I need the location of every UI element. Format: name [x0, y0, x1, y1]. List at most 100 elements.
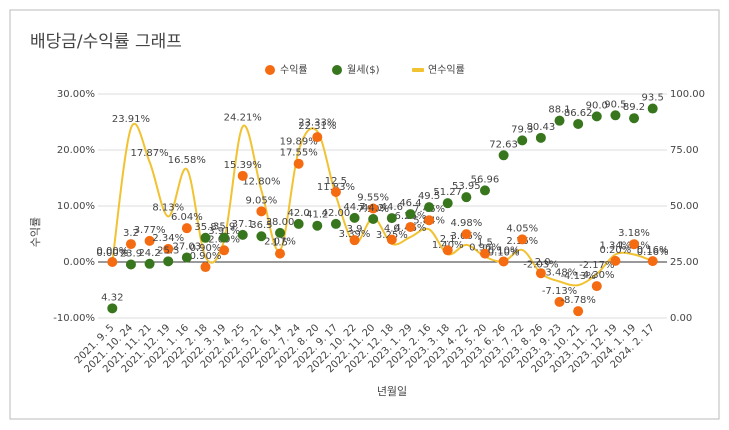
data-label: 44.6 — [381, 202, 403, 213]
data-label: 2.34% — [152, 233, 184, 244]
point — [368, 203, 379, 214]
data-label: 19.89% — [280, 137, 318, 148]
data-label: 93.5 — [642, 93, 664, 104]
data-label: 44.7 — [343, 202, 365, 213]
data-label: 3.2 — [123, 228, 139, 239]
y2-tick-label: 100.00 — [670, 89, 705, 100]
data-label: 35.8 — [194, 222, 216, 233]
legend-label: 수익률 — [280, 64, 308, 76]
series-line — [111, 122, 654, 287]
data-label: 46.4 — [399, 198, 421, 209]
data-label: 56.96 — [471, 174, 500, 185]
card — [9, 9, 720, 420]
point — [554, 296, 565, 307]
data-label: 3.18% — [618, 228, 650, 239]
point — [573, 306, 584, 317]
data-label: 38.00 — [266, 217, 295, 228]
data-label: 89.2 — [623, 102, 645, 113]
data-label: 42.00 — [322, 208, 351, 219]
data-label: 0.20% — [600, 245, 632, 256]
data-label: 9.55% — [357, 193, 389, 204]
point — [163, 256, 174, 267]
data-label: 41.2 — [306, 210, 328, 221]
legend-label: 연수익률 — [428, 64, 465, 76]
point — [125, 259, 136, 270]
point — [629, 113, 640, 124]
legend-swatch — [265, 65, 275, 75]
data-label: 3.91% — [208, 226, 240, 237]
point — [125, 239, 136, 250]
data-label: 72.63 — [489, 139, 518, 150]
data-label: 23.91% — [112, 114, 150, 125]
data-label: -2.17% — [579, 260, 614, 271]
point — [461, 229, 472, 240]
data-label: 0.10% — [488, 245, 520, 256]
data-label: 53.95 — [452, 181, 481, 192]
y-tick-label: 20.00% — [57, 145, 95, 156]
data-label: 2.1 — [440, 234, 456, 245]
data-label: 0.90% — [190, 243, 222, 254]
point — [237, 170, 248, 181]
point — [275, 248, 286, 259]
data-label: 3.9 — [347, 224, 363, 235]
data-label: -7.13% — [542, 286, 577, 297]
point — [479, 248, 490, 259]
point — [275, 227, 286, 238]
point — [181, 252, 192, 263]
point — [479, 185, 490, 196]
data-label: 0.16% — [637, 245, 669, 256]
data-label: 1.34% — [600, 240, 632, 251]
data-label: -8.78% — [560, 295, 595, 306]
legend-swatch — [412, 68, 424, 72]
point — [368, 213, 379, 224]
point — [330, 218, 341, 229]
data-label: 4.05% — [506, 223, 538, 234]
data-label: 37.1 — [232, 219, 254, 230]
legend-label: 월세($) — [347, 64, 380, 76]
y-tick-label: -10.00% — [53, 313, 95, 324]
point — [610, 255, 621, 266]
data-label: 80.43 — [527, 122, 556, 133]
point — [535, 132, 546, 143]
data-label: 15.39% — [224, 160, 262, 171]
x-axis-title: 년월일 — [377, 384, 407, 398]
y2-tick-label: 0.00 — [670, 313, 692, 324]
data-label: 4.0 — [384, 224, 400, 235]
data-label: 42.0 — [288, 208, 310, 219]
point — [405, 221, 416, 232]
point — [442, 245, 453, 256]
point — [312, 220, 323, 231]
point — [330, 187, 341, 197]
data-label: -4.13% — [560, 271, 595, 282]
data-label: 25.3 — [157, 245, 179, 256]
point — [312, 132, 323, 143]
point — [181, 223, 192, 234]
point — [629, 239, 640, 250]
data-label: 23.33% — [298, 117, 336, 128]
data-label: 9.05% — [245, 195, 277, 206]
point — [219, 232, 230, 243]
data-label: 8.13% — [152, 202, 184, 213]
data-label: 0.90% — [190, 251, 222, 262]
point — [237, 229, 248, 240]
data-label: 22.31% — [298, 121, 336, 132]
point — [144, 235, 155, 246]
data-label: 35.9 — [213, 222, 235, 233]
legend-swatch — [332, 65, 342, 75]
y-tick-label: 0.00% — [63, 257, 95, 268]
data-label: 44.2 — [362, 203, 384, 214]
point — [256, 231, 267, 242]
data-label: 86.62 — [564, 108, 593, 119]
data-label: 1.5 — [477, 238, 493, 249]
y-tick-label: 10.00% — [57, 201, 95, 212]
data-label: 88.1 — [548, 105, 570, 116]
point — [386, 213, 397, 224]
point — [647, 103, 658, 114]
data-label: 36.5 — [250, 220, 272, 231]
point — [293, 158, 304, 169]
point — [610, 110, 621, 121]
point — [163, 243, 174, 254]
point — [219, 245, 230, 256]
data-label: 51.27 — [433, 187, 462, 198]
